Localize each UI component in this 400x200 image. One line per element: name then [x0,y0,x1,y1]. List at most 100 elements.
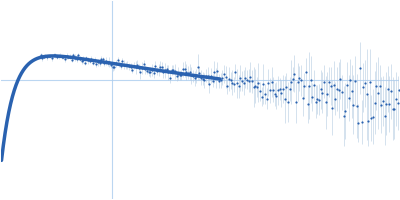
Point [298,79,304,82]
Point [329,106,335,109]
Point [182,67,188,70]
Point [136,67,142,70]
Point [339,91,345,94]
Point [288,81,294,84]
Point [186,71,193,74]
Point [152,64,158,68]
Point [370,115,376,118]
Point [200,77,206,80]
Point [324,92,330,95]
Point [119,60,126,63]
Point [72,56,78,59]
Point [344,84,350,87]
Point [132,66,139,69]
Point [258,95,265,98]
Point [73,57,80,60]
Point [318,88,324,91]
Point [267,89,273,92]
Point [155,69,162,72]
Point [301,84,308,87]
Point [47,54,54,58]
Point [380,99,386,103]
Point [77,57,83,60]
Point [67,55,73,58]
Point [124,64,130,67]
Point [257,90,263,93]
Point [386,102,393,105]
Point [42,54,49,57]
Point [83,56,90,59]
Point [209,79,216,82]
Point [122,64,129,67]
Point [82,61,88,64]
Point [368,116,375,119]
Point [260,82,266,86]
Point [55,55,62,58]
Point [358,120,365,124]
Point [332,97,339,100]
Point [188,74,194,77]
Point [172,70,178,73]
Point [88,57,94,60]
Point [396,88,400,91]
Point [90,62,96,65]
Point [154,69,160,73]
Point [372,101,378,104]
Point [239,80,245,83]
Point [175,72,181,76]
Point [206,82,212,85]
Point [214,69,221,72]
Point [149,69,155,72]
Point [388,90,394,93]
Point [304,102,311,106]
Point [306,84,312,87]
Point [129,68,136,71]
Point [282,98,288,101]
Point [247,75,254,79]
Point [176,74,183,77]
Point [140,63,147,66]
Point [59,55,65,58]
Point [44,56,50,59]
Point [147,70,154,74]
Point [37,54,44,57]
Point [327,85,334,88]
Point [92,58,98,61]
Point [173,74,180,78]
Point [254,86,260,89]
Point [75,54,82,57]
Point [278,92,284,95]
Point [46,54,52,58]
Point [203,74,209,77]
Point [57,54,64,57]
Point [70,54,76,57]
Point [357,66,363,70]
Point [146,70,152,74]
Point [383,102,390,105]
Point [178,73,185,76]
Point [64,54,70,58]
Point [381,115,388,118]
Point [68,58,75,61]
Point [342,109,348,113]
Point [373,84,380,87]
Point [365,119,371,122]
Point [347,79,353,82]
Point [262,92,268,96]
Point [95,61,101,64]
Point [393,97,399,101]
Point [293,101,299,104]
Point [131,64,137,67]
Point [114,58,121,62]
Point [62,57,68,60]
Point [157,65,163,68]
Point [41,55,47,58]
Point [390,107,396,110]
Point [164,68,170,71]
Point [326,80,332,83]
Point [218,79,224,82]
Point [183,70,190,74]
Point [265,81,272,84]
Point [236,85,242,88]
Point [350,103,357,106]
